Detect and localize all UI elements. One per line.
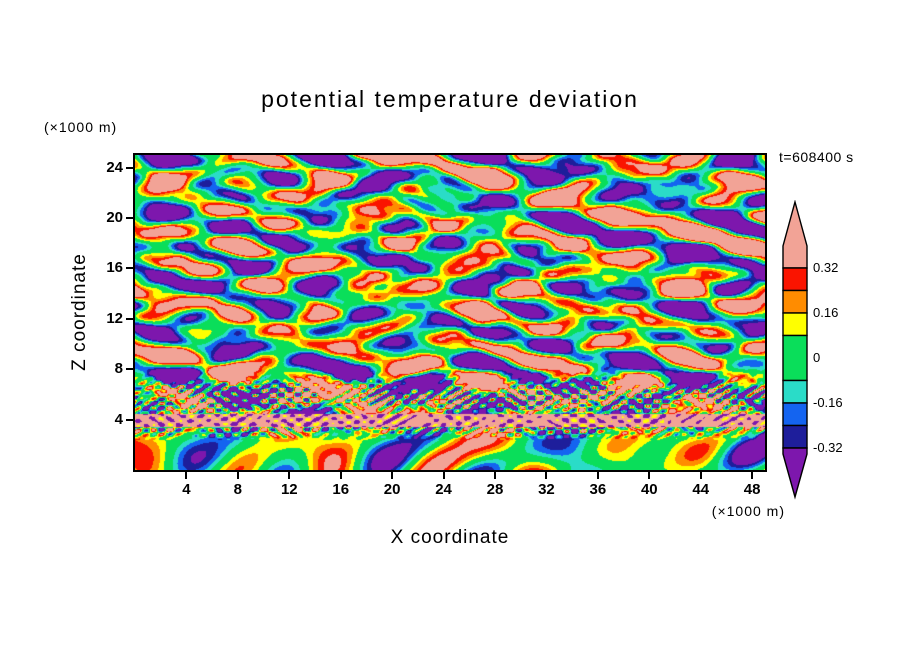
x-tick-mark — [648, 472, 651, 479]
colorbar-segment — [782, 267, 808, 292]
colorbar-tick-label: -0.32 — [813, 440, 843, 455]
y-tick-label: 8 — [114, 360, 123, 378]
x-tick-label: 48 — [743, 481, 761, 498]
colorbar-segment — [782, 334, 808, 382]
x-tick-label: 32 — [538, 481, 555, 498]
y-tick-mark — [126, 267, 133, 270]
x-axis-label: X coordinate — [390, 527, 510, 548]
x-tick-mark — [596, 472, 599, 479]
x-tick-label: 12 — [280, 481, 298, 498]
x-tick-label: 4 — [182, 481, 191, 498]
x-tick-mark — [288, 472, 291, 479]
colorbar-segment — [782, 379, 808, 404]
colorbar-tick-label: -0.16 — [813, 395, 843, 410]
x-tick-mark — [545, 472, 548, 479]
colorbar-tick-label: 0 — [813, 350, 821, 365]
x-tick-mark — [339, 472, 342, 479]
y-tick-mark — [126, 317, 133, 320]
colorbar-segment — [782, 312, 808, 337]
x-tick-label: 28 — [486, 481, 504, 498]
colorbar-segment — [782, 424, 808, 449]
colorbar-tick-label: 0.32 — [813, 260, 839, 275]
heatmap-canvas — [133, 153, 767, 472]
y-tick-mark — [126, 368, 133, 371]
plot-title: potential temperature deviation — [261, 86, 639, 112]
x-tick-label: 8 — [233, 481, 243, 498]
x-tick-label: 44 — [692, 481, 710, 498]
colorbar-tick-label: 0.16 — [813, 305, 839, 320]
x-tick-label: 40 — [640, 481, 658, 498]
y-tick-label: 16 — [106, 259, 123, 277]
x-tick-mark — [185, 472, 188, 479]
x-tick-mark — [699, 472, 702, 479]
colorbar-segment — [782, 289, 808, 314]
y-tick-mark — [126, 418, 133, 421]
colorbar — [782, 200, 808, 500]
x-tick-mark — [751, 472, 754, 479]
colorbar-segment — [782, 447, 808, 500]
z-axis-unit-label: (×1000 m) — [44, 119, 118, 135]
y-tick-label: 20 — [106, 209, 123, 226]
y-tick-label: 12 — [106, 309, 123, 327]
y-tick-mark — [126, 217, 133, 219]
x-tick-label: 24 — [435, 481, 452, 498]
x-tick-mark — [494, 472, 496, 479]
time-annotation: t=608400 s — [779, 149, 854, 165]
y-tick-mark — [126, 166, 133, 169]
y-tick-label: 24 — [106, 158, 123, 176]
x-axis-unit-label: (×1000 m) — [711, 503, 785, 519]
x-tick-mark — [391, 472, 394, 479]
colorbar-segment — [782, 402, 808, 427]
x-tick-label: 16 — [332, 481, 350, 498]
y-tick-label: 4 — [114, 410, 123, 428]
x-tick-label: 20 — [383, 481, 401, 498]
colorbar-segment — [782, 200, 808, 269]
x-tick-label: 36 — [589, 481, 607, 498]
x-tick-mark — [442, 472, 445, 479]
x-tick-mark — [236, 472, 239, 479]
